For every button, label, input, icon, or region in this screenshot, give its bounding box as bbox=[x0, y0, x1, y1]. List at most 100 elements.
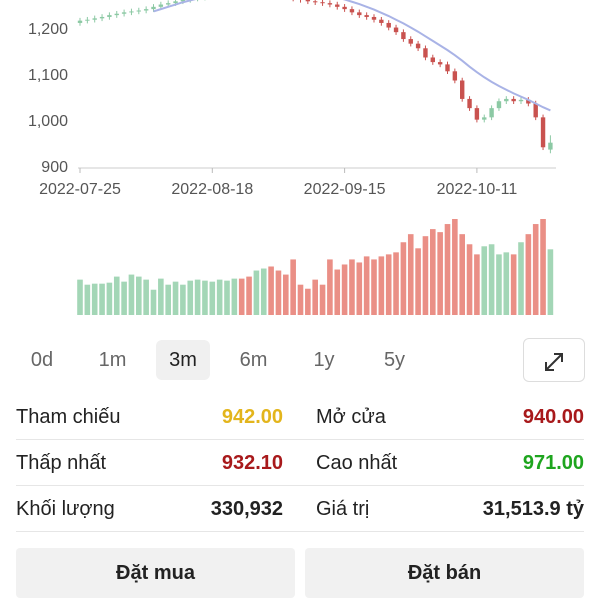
volume-bar bbox=[532, 224, 539, 315]
volume-bar bbox=[91, 283, 98, 315]
expand-button[interactable] bbox=[523, 338, 585, 382]
candle-body bbox=[320, 2, 325, 4]
stats-row: Khối lượng 330,932 Giá trị 31,513.9 tỷ bbox=[16, 487, 584, 532]
volume-bar bbox=[363, 256, 370, 315]
volume-bar bbox=[334, 269, 341, 315]
volume-bar bbox=[341, 264, 348, 315]
candle-body bbox=[371, 16, 377, 20]
candle-body bbox=[460, 80, 465, 99]
volume-bar bbox=[194, 279, 201, 315]
candle-body bbox=[467, 98, 472, 109]
volume-bar bbox=[356, 262, 363, 315]
candle-body bbox=[77, 20, 83, 23]
volume-bar bbox=[268, 266, 274, 315]
stat-label: Khối lượng bbox=[16, 498, 115, 520]
volume-bar bbox=[459, 234, 465, 315]
candle-body bbox=[393, 27, 399, 33]
candle-body bbox=[136, 10, 141, 12]
volume-bar bbox=[106, 282, 113, 315]
volume-bar bbox=[518, 242, 524, 315]
candle-body bbox=[518, 99, 524, 102]
expand-icon bbox=[545, 353, 563, 371]
moving-average-line bbox=[153, 0, 551, 112]
candle-body bbox=[526, 99, 531, 104]
candle-body bbox=[408, 39, 413, 44]
period-option[interactable]: 5y bbox=[383, 349, 406, 371]
volume-bar bbox=[430, 229, 436, 315]
stat-value: 330,932 bbox=[210, 498, 283, 520]
candle-body bbox=[327, 3, 333, 5]
candle-body bbox=[357, 12, 362, 16]
candle-body bbox=[445, 64, 450, 72]
volume-bar bbox=[407, 234, 414, 315]
volume-bar bbox=[371, 259, 377, 315]
x-tick-label: 2022-07-25 bbox=[39, 181, 121, 198]
x-tick-label: 2022-09-15 bbox=[304, 181, 386, 198]
volume-bar bbox=[319, 284, 326, 315]
period-option[interactable]: 0d bbox=[30, 349, 54, 371]
volume-bar bbox=[305, 288, 311, 315]
y-tick-label: 1,200 bbox=[28, 21, 68, 38]
y-tick-label: 1,100 bbox=[28, 67, 68, 84]
volume-bar bbox=[349, 259, 355, 315]
volume-bar bbox=[216, 279, 223, 315]
candle-body bbox=[540, 117, 546, 148]
x-tick-label: 2022-10-11 bbox=[437, 181, 518, 198]
volume-bar bbox=[378, 256, 385, 315]
sell-button[interactable]: Đặt bán bbox=[305, 548, 584, 598]
volume-bar bbox=[452, 219, 458, 315]
volume-bar bbox=[202, 280, 208, 315]
period-selector: 0d 1m 3m 6m 1y 5y bbox=[0, 338, 600, 382]
candle-body bbox=[364, 15, 369, 17]
volume-bar bbox=[246, 276, 252, 315]
volume-bar bbox=[158, 278, 164, 315]
stat-label: Thấp nhất bbox=[16, 452, 107, 474]
volume-bar bbox=[231, 278, 238, 315]
candle-body bbox=[430, 57, 435, 63]
volume-bar bbox=[260, 268, 267, 315]
candle-body bbox=[349, 9, 355, 13]
stat-label: Mở cửa bbox=[316, 406, 386, 428]
candle-body bbox=[437, 62, 443, 65]
buy-button[interactable]: Đặt mua bbox=[16, 548, 295, 598]
volume-bar bbox=[253, 270, 260, 315]
volume-bar bbox=[113, 276, 120, 315]
stat-value: 971.00 bbox=[522, 452, 584, 474]
candle-body bbox=[129, 11, 134, 13]
volume-bar bbox=[437, 232, 443, 315]
price-chart: 900 1,000 1,100 1,200 2022-07-25 2022-08-18 20… bbox=[28, 0, 556, 315]
candle-body bbox=[313, 1, 318, 3]
volume-bar bbox=[496, 254, 502, 315]
stat-label: Giá trị bbox=[316, 498, 370, 520]
volume-bar bbox=[466, 244, 473, 315]
stat-value: 932.10 bbox=[221, 452, 283, 474]
period-option[interactable]: 1m bbox=[98, 349, 127, 371]
volume-bar bbox=[275, 270, 282, 315]
volume-bar bbox=[525, 234, 532, 315]
period-option[interactable]: 1y bbox=[313, 349, 335, 371]
candle-body bbox=[342, 6, 347, 10]
stat-value: 940.00 bbox=[522, 406, 584, 428]
candle-body bbox=[151, 6, 156, 10]
stat-value: 942.00 bbox=[221, 406, 283, 428]
volume-bar bbox=[84, 284, 91, 315]
volume-bar bbox=[180, 284, 186, 315]
volume-bar bbox=[136, 276, 142, 315]
candle-body bbox=[379, 19, 384, 23]
candle-body bbox=[401, 32, 406, 40]
volume-bar bbox=[393, 252, 399, 315]
period-option[interactable]: 6m bbox=[239, 349, 268, 371]
candle-body bbox=[511, 98, 516, 102]
volume-bar bbox=[290, 259, 296, 315]
candle-body bbox=[180, 0, 186, 2]
volume-bar bbox=[415, 248, 421, 315]
candle-body bbox=[504, 98, 509, 102]
volume-bar bbox=[224, 280, 230, 315]
volume-bar bbox=[209, 281, 216, 315]
candle-body bbox=[533, 103, 538, 118]
volume-bar bbox=[187, 280, 194, 315]
period-option[interactable]: 3m bbox=[156, 340, 210, 380]
volume-bar bbox=[99, 283, 105, 315]
candle-body bbox=[423, 48, 428, 58]
